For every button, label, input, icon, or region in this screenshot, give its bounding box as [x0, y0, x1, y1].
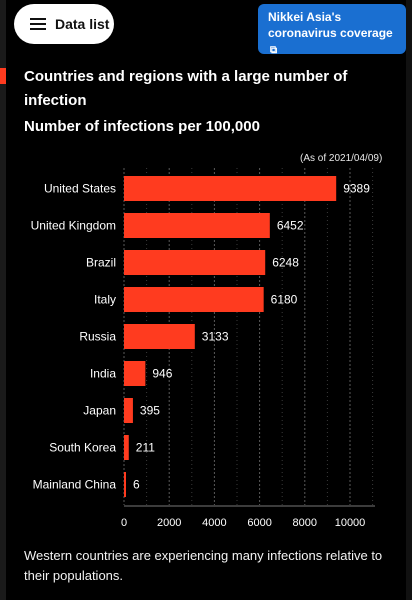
category-label: India	[90, 367, 116, 381]
value-label: 946	[152, 367, 172, 381]
chart-subtitle: Number of infections per 100,000	[24, 118, 260, 135]
title-accent-bar	[0, 68, 6, 84]
bar	[124, 361, 146, 386]
category-label: United States	[44, 182, 116, 196]
bar	[124, 435, 129, 460]
right-edge-band	[406, 0, 412, 600]
value-label: 211	[136, 441, 155, 455]
footer-note: Western countries are experiencing many …	[24, 548, 383, 583]
x-tick-label: 0	[121, 517, 127, 529]
bar	[124, 472, 126, 497]
value-label: 3133	[202, 330, 229, 344]
value-label: 6	[133, 478, 140, 492]
category-label: United Kingdom	[31, 219, 116, 233]
as-of-date: (As of 2021/04/09)	[300, 153, 383, 164]
value-label: 395	[140, 404, 160, 418]
nikkei-coverage-link[interactable]: Nikkei Asia's coronavirus coverage ⧉	[258, 4, 406, 56]
x-tick-label: 8000	[293, 517, 317, 529]
x-tick-label: 4000	[202, 517, 226, 529]
category-label: Russia	[79, 330, 116, 344]
value-label: 6452	[277, 219, 304, 233]
chart-title: Countries and regions with a large numbe…	[24, 68, 348, 109]
bar	[124, 324, 195, 349]
left-edge-band	[0, 0, 6, 600]
category-label: Italy	[94, 293, 116, 307]
bar	[124, 176, 337, 201]
value-label: 6248	[272, 256, 299, 270]
category-label: Mainland China	[33, 478, 117, 492]
bar	[124, 250, 266, 275]
value-label: 6180	[271, 293, 298, 307]
data-list-button[interactable]: Data list	[14, 4, 114, 44]
category-label: Japan	[83, 404, 116, 418]
external-link-icon: ⧉	[270, 45, 278, 56]
x-tick-label: 6000	[247, 517, 271, 529]
value-label: 9389	[343, 182, 370, 196]
bar	[124, 213, 270, 238]
nikkei-link-line2: coronavirus coverage	[268, 26, 393, 40]
category-label: South Korea	[49, 441, 116, 455]
bar	[124, 287, 264, 312]
category-label: Brazil	[86, 256, 116, 270]
x-tick-label: 10000	[335, 517, 366, 529]
data-list-label: Data list	[55, 16, 110, 32]
hamburger-menu-icon	[30, 18, 46, 30]
nikkei-link-line1: Nikkei Asia's	[268, 10, 342, 24]
bar	[124, 398, 133, 423]
x-tick-label: 2000	[157, 517, 181, 529]
